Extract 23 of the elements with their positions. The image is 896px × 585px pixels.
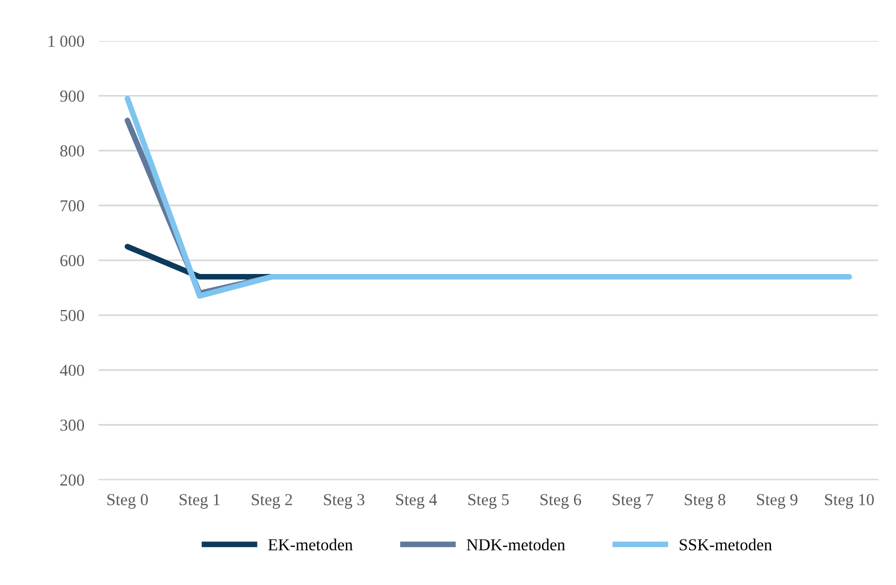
- y-tick-label: 1 000: [48, 36, 84, 47]
- y-tick-label: 500: [60, 310, 84, 322]
- y-tick-label: 400: [60, 364, 84, 376]
- x-tick-label: Steg 1: [180, 494, 220, 509]
- y-tick-label: 600: [60, 255, 84, 266]
- x-tick-label: Steg 3: [324, 494, 364, 509]
- x-tick-label: Steg 9: [757, 494, 798, 509]
- x-tick-label: Steg 2: [252, 494, 292, 509]
- x-tick-label: Steg 4: [396, 494, 437, 509]
- legend-label: EK-metoden: [268, 538, 353, 550]
- legend-label: SSK-metoden: [680, 538, 772, 550]
- x-tick-label: Steg 10: [825, 494, 874, 509]
- y-tick-label: 200: [60, 474, 84, 486]
- y-tick-label: 700: [60, 200, 84, 212]
- y-tick-label: 800: [60, 145, 84, 157]
- x-tick-label: Steg 6: [540, 494, 582, 509]
- legend-label: NDK-metoden: [466, 538, 566, 550]
- y-tick-label: 300: [60, 420, 84, 431]
- x-tick-label: Steg 8: [684, 494, 726, 509]
- y-tick-label: 900: [60, 90, 84, 102]
- x-tick-label: Steg 7: [612, 494, 654, 509]
- x-tick-label: Steg 0: [107, 494, 148, 509]
- x-tick-label: Steg 5: [468, 494, 509, 509]
